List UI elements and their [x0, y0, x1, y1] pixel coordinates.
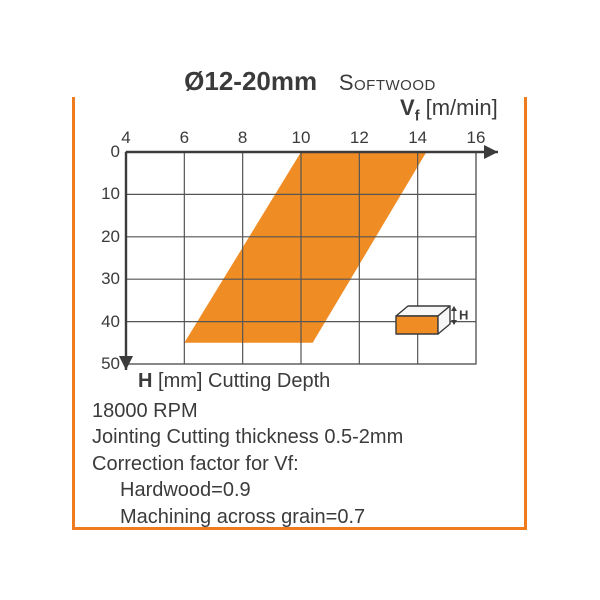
- x-tick: 8: [238, 128, 247, 148]
- y-tick: 30: [90, 269, 120, 289]
- title-main: Ø12-20mm: [184, 66, 317, 96]
- y-tick: 10: [90, 184, 120, 204]
- x-tick: 14: [408, 128, 427, 148]
- note-line: Machining across grain=0.7: [92, 504, 403, 530]
- y-tick: 50: [90, 354, 120, 374]
- x-tick: 12: [350, 128, 369, 148]
- chart-area: H 4681012141601020304050: [84, 120, 514, 370]
- y-tick: 40: [90, 312, 120, 332]
- note-line: 18000 RPM: [92, 398, 403, 424]
- x-tick: 10: [292, 128, 311, 148]
- chart-svg: H: [84, 120, 514, 370]
- y-tick: 20: [90, 227, 120, 247]
- chart-title: Ø12-20mm Softwood: [0, 66, 600, 97]
- inset-h-label: H: [459, 308, 468, 323]
- y-axis-arrowhead: [119, 356, 133, 370]
- title-smallcaps: Softwood: [339, 70, 436, 95]
- feed-region: [184, 152, 426, 343]
- inset-diagram: H: [396, 306, 468, 334]
- y-tick: 0: [90, 142, 120, 162]
- x-tick: 4: [121, 128, 130, 148]
- note-line: Jointing Cutting thickness 0.5-2mm: [92, 424, 403, 450]
- x-axis-arrowhead: [484, 145, 498, 159]
- x-tick: 16: [467, 128, 486, 148]
- notes-block: 18000 RPMJointing Cutting thickness 0.5-…: [92, 398, 403, 530]
- note-line: Hardwood=0.9: [92, 477, 403, 503]
- note-line: Correction factor for Vf:: [92, 451, 403, 477]
- y-axis-label: H [mm] Cutting Depth: [138, 370, 330, 393]
- x-tick: 6: [180, 128, 189, 148]
